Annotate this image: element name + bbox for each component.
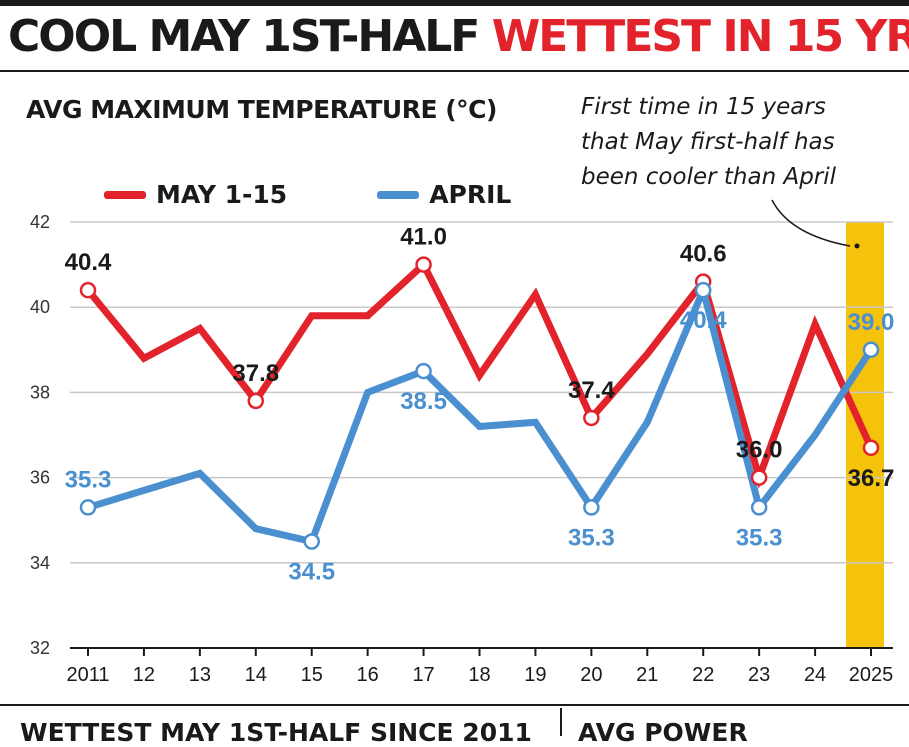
annotation-note: First time in 15 years that May first-ha… (581, 90, 901, 195)
data-point-april (415, 362, 432, 380)
note-line: that May first-half has (581, 129, 835, 155)
data-point-may (583, 409, 600, 427)
top-rule (0, 0, 909, 6)
legend-swatch-april (377, 190, 420, 199)
data-label-april: 35.3 (568, 524, 615, 551)
y-tick-label: 38 (30, 382, 50, 402)
data-label-may: 37.8 (232, 360, 279, 387)
y-tick-label: 42 (30, 212, 50, 232)
x-tick-label: 21 (636, 664, 658, 686)
y-tick-label: 32 (30, 638, 50, 658)
data-point-april (750, 499, 768, 516)
bottom-rule (0, 704, 909, 706)
data-label-april: 38.5 (400, 388, 447, 415)
series-line-may (84, 258, 875, 489)
data-label-may: 36.7 (848, 465, 895, 492)
series-line-april (84, 279, 875, 546)
legend-label-april: APRIL (429, 180, 512, 209)
x-tick-label: 20 (580, 664, 602, 686)
x-tick-label: 15 (301, 664, 323, 686)
data-label-may: 41.0 (400, 224, 447, 251)
headline-part1: COOL MAY 1ST-HALF (8, 11, 480, 62)
x-tick-label: 12 (133, 664, 155, 686)
data-point-april (79, 499, 97, 516)
x-tick-label: 16 (357, 664, 379, 686)
y-tick-label: 40 (30, 297, 50, 317)
data-label-may: 40.4 (65, 249, 112, 276)
data-label-april: 35.3 (736, 524, 783, 551)
annotation-dot (854, 243, 860, 249)
x-tick-label: 24 (804, 664, 826, 686)
x-tick-label: 13 (189, 664, 211, 686)
data-point-april (583, 499, 600, 516)
data-point-april (303, 533, 320, 550)
x-tick-label: 17 (412, 664, 434, 686)
data-label-may: 40.6 (680, 241, 727, 268)
data-label-april: 34.5 (288, 559, 335, 586)
legend-item-april: APRIL (377, 180, 511, 209)
note-line: been cooler than April (581, 164, 837, 190)
x-tick-label: 2011 (66, 664, 109, 686)
data-point-may (79, 281, 97, 299)
headline-part2: WETTEST IN 15 YRS (491, 11, 909, 62)
legend: MAY 1-15 APRIL (104, 180, 601, 209)
headline: COOL MAY 1ST-HALF WETTEST IN 15 YRS (8, 10, 909, 64)
data-point-may (750, 469, 768, 486)
data-point-april (862, 341, 880, 359)
chart-title: AVG MAXIMUM TEMPERATURE (°C) (26, 95, 497, 124)
data-label-may: 36.0 (736, 437, 783, 464)
legend-item-may: MAY 1-15 (104, 180, 287, 209)
section-heading-wettest: WETTEST MAY 1ST-HALF SINCE 2011 (20, 718, 532, 747)
y-tick-label: 34 (30, 553, 50, 573)
data-label-april: 40.4 (680, 307, 727, 334)
note-line: First time in 15 years (581, 94, 826, 120)
annotation-leader (771, 199, 851, 247)
headline-rule (0, 70, 909, 72)
data-point-april (694, 281, 712, 299)
x-tick-label: 22 (692, 664, 714, 686)
data-point-may (862, 439, 880, 457)
data-label-april: 35.3 (65, 466, 112, 493)
data-label-may: 37.4 (568, 377, 615, 404)
section-heading-avg-power: AVG POWER (578, 718, 748, 747)
x-tick-label: 19 (524, 664, 546, 686)
legend-swatch-may (104, 190, 146, 199)
x-tick-label: 2025 (849, 664, 894, 686)
data-label-april: 39.0 (848, 309, 895, 336)
data-point-may (415, 256, 432, 273)
bottom-divider (560, 708, 562, 736)
x-tick-label: 14 (245, 664, 267, 686)
data-point-may (247, 392, 265, 410)
x-tick-label: 18 (468, 664, 490, 686)
legend-label-may: MAY 1-15 (156, 180, 288, 209)
y-tick-label: 36 (30, 468, 50, 488)
x-tick-label: 23 (748, 664, 770, 686)
